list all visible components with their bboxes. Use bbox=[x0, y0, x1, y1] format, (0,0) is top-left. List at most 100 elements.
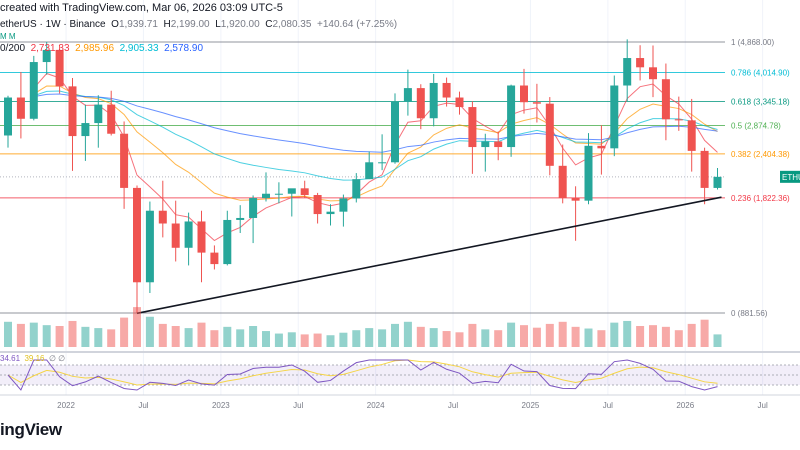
candle-body bbox=[352, 179, 361, 199]
high-value: 2,199.00 bbox=[170, 19, 210, 30]
candle-body bbox=[68, 86, 77, 137]
candle-body bbox=[442, 82, 451, 98]
candle-body bbox=[378, 162, 387, 164]
open-label: O bbox=[111, 19, 119, 30]
ma-line-100 bbox=[33, 90, 718, 181]
candle-body bbox=[171, 223, 180, 248]
candle-body bbox=[455, 97, 464, 108]
volume-bar bbox=[558, 321, 567, 347]
candle-body bbox=[532, 102, 541, 104]
x-tick-label: 2023 bbox=[212, 401, 230, 410]
rsi-extra-1: ∅ bbox=[48, 354, 56, 363]
candle-body bbox=[507, 85, 516, 148]
volume-bar bbox=[287, 332, 296, 347]
tradingview-logo: ingView bbox=[0, 420, 62, 439]
volume-bar bbox=[623, 320, 632, 347]
volume-bar bbox=[416, 326, 425, 347]
rsi-legend: 34.61 39.16 ∅ ∅ bbox=[0, 354, 65, 363]
symbol-name: etherUS · 1W · Binance bbox=[0, 19, 106, 30]
volume-bar bbox=[429, 328, 438, 347]
volume-bar bbox=[4, 321, 12, 347]
volume-bar bbox=[391, 323, 399, 347]
volume-bar bbox=[571, 326, 580, 347]
ma100-value: 2,905.33 bbox=[119, 43, 159, 54]
volume-bar bbox=[262, 331, 270, 347]
volume-bar bbox=[532, 327, 541, 347]
candle-body bbox=[571, 198, 580, 201]
candle-body bbox=[416, 88, 425, 119]
rsi-extra-2: ∅ bbox=[58, 354, 66, 363]
ma-line-20 bbox=[33, 72, 718, 242]
candle-body bbox=[29, 62, 38, 119]
volume-bar bbox=[145, 316, 154, 347]
volume-bar bbox=[171, 326, 180, 347]
close-label: C bbox=[265, 19, 273, 30]
candle-body bbox=[494, 141, 503, 148]
x-tick-label: 2022 bbox=[57, 401, 75, 410]
candle-body bbox=[636, 58, 645, 68]
volume-bar bbox=[94, 328, 103, 347]
volume-bar bbox=[249, 326, 258, 347]
candle-body bbox=[107, 104, 116, 134]
candle-body bbox=[274, 193, 283, 195]
rsi-value: 34.61 bbox=[0, 354, 21, 363]
fib-label: 0.382 (2,404.38) bbox=[731, 150, 790, 159]
candle-body bbox=[481, 141, 490, 148]
candle-body bbox=[687, 120, 696, 151]
volume-bar bbox=[365, 328, 374, 347]
candle-body bbox=[197, 221, 206, 253]
candle-body bbox=[81, 123, 90, 137]
price-tag-label: ETHU bbox=[782, 173, 800, 182]
candle-body bbox=[145, 210, 154, 283]
x-tick-label: Jul bbox=[293, 401, 303, 410]
candle-body bbox=[210, 252, 219, 265]
volume-bar bbox=[700, 319, 709, 347]
rsi-ma-line bbox=[7, 359, 718, 386]
candle-body bbox=[584, 145, 593, 201]
volume-bar bbox=[313, 333, 322, 347]
candle-body bbox=[55, 49, 64, 87]
candle-body bbox=[623, 58, 632, 86]
candle-body bbox=[120, 133, 129, 188]
ma20-value: 2,731.33 bbox=[30, 43, 70, 54]
volume-bar bbox=[494, 330, 503, 347]
volume-bar bbox=[55, 326, 64, 347]
volume-bar bbox=[674, 330, 683, 347]
volume-bar bbox=[133, 307, 141, 347]
candle-body bbox=[520, 85, 528, 103]
volume-bar bbox=[597, 330, 606, 347]
volume-bar bbox=[210, 330, 219, 347]
fib-label: 0.618 (3,345.18) bbox=[731, 97, 790, 106]
fib-label: 1 (4,868.00) bbox=[731, 38, 774, 47]
volume-bar bbox=[649, 325, 657, 347]
candle-body bbox=[597, 145, 606, 149]
volume-bar bbox=[197, 322, 206, 347]
volume-bar bbox=[300, 334, 309, 347]
ma-line-50 bbox=[33, 85, 718, 202]
candle-body bbox=[300, 188, 309, 196]
price-tag bbox=[780, 170, 800, 183]
created-caption: created with TradingView.com, Mar 06, 20… bbox=[0, 2, 283, 14]
close-value: 2,080.35 bbox=[272, 19, 312, 30]
volume-bar bbox=[481, 329, 490, 347]
candle-body bbox=[558, 165, 567, 199]
fib-label: 0 (881.56) bbox=[731, 309, 768, 318]
volume-bar bbox=[455, 332, 464, 347]
volume-bar bbox=[584, 328, 593, 347]
candle-body bbox=[661, 79, 670, 120]
fib-label: 0.5 (2,874.78) bbox=[731, 122, 781, 131]
ma200-value: 2,578.90 bbox=[164, 43, 204, 54]
rsi-line bbox=[7, 359, 718, 391]
volume-bar bbox=[442, 331, 451, 347]
volume-bar bbox=[223, 326, 232, 347]
volume-bar bbox=[158, 323, 167, 347]
volume-bar bbox=[326, 335, 335, 347]
indicator-legend: M M bbox=[0, 32, 16, 41]
ma-legend: 0/200 2,731.33 2,985.96 2,905.33 2,578.9… bbox=[0, 43, 203, 54]
volume-bar bbox=[29, 322, 38, 347]
change-value: +140.64 (+7.25%) bbox=[316, 19, 398, 30]
x-tick-label: 2024 bbox=[367, 401, 385, 410]
candle-body bbox=[313, 195, 322, 215]
candle-body bbox=[94, 104, 103, 124]
